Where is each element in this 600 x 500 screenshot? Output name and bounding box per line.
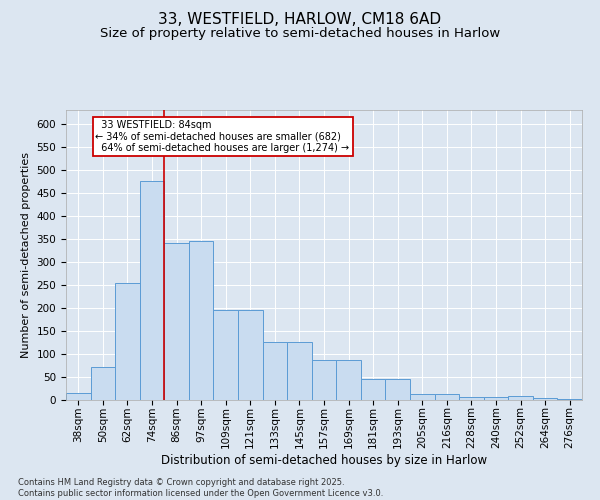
Bar: [115, 282, 140, 400]
Text: Size of property relative to semi-detached houses in Harlow: Size of property relative to semi-detach…: [100, 28, 500, 40]
Bar: [312, 360, 336, 400]
Bar: [385, 380, 410, 400]
Bar: [66, 393, 91, 400]
Bar: [557, 398, 582, 400]
Bar: [484, 397, 508, 400]
Bar: [189, 241, 214, 400]
Bar: [91, 367, 115, 400]
Bar: [434, 394, 459, 400]
Text: 33 WESTFIELD: 84sqm
← 34% of semi-detached houses are smaller (682)
  64% of sem: 33 WESTFIELD: 84sqm ← 34% of semi-detach…: [95, 120, 350, 154]
Bar: [287, 342, 312, 400]
Bar: [164, 244, 189, 400]
Bar: [140, 182, 164, 400]
Bar: [263, 342, 287, 400]
Bar: [214, 310, 238, 400]
Bar: [533, 398, 557, 400]
Bar: [361, 380, 385, 400]
Text: 33, WESTFIELD, HARLOW, CM18 6AD: 33, WESTFIELD, HARLOW, CM18 6AD: [158, 12, 442, 28]
Y-axis label: Number of semi-detached properties: Number of semi-detached properties: [21, 152, 31, 358]
Bar: [238, 310, 263, 400]
Text: Contains HM Land Registry data © Crown copyright and database right 2025.
Contai: Contains HM Land Registry data © Crown c…: [18, 478, 383, 498]
Bar: [459, 397, 484, 400]
Bar: [410, 394, 434, 400]
X-axis label: Distribution of semi-detached houses by size in Harlow: Distribution of semi-detached houses by …: [161, 454, 487, 467]
Bar: [508, 396, 533, 400]
Bar: [336, 360, 361, 400]
